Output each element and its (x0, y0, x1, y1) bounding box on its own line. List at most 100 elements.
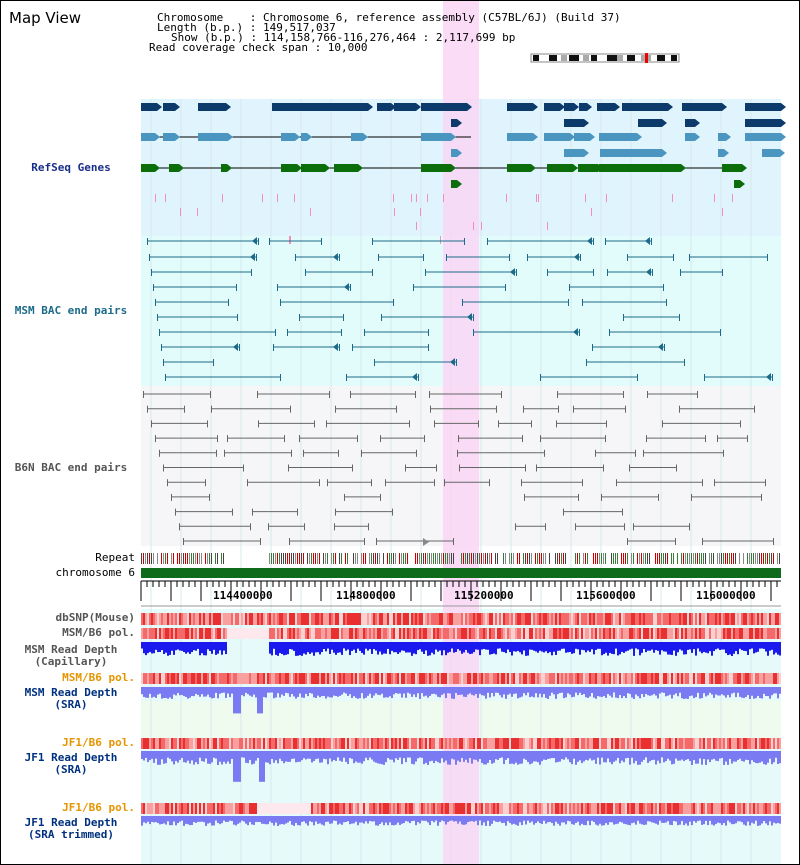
pol-cell (365, 673, 367, 684)
refseq-mark (180, 208, 181, 216)
msm-pol-track-label[interactable]: MSM/B6 pol. (62, 626, 135, 639)
pol-cell (745, 673, 747, 684)
jf1-sra-depth-label[interactable]: JF1 Read Depth (SRA) (24, 751, 118, 776)
pol-cell (281, 613, 283, 625)
pol-cell (285, 673, 287, 684)
read-depth-bar (143, 687, 145, 697)
pol-cell (295, 673, 297, 684)
pol-cell (189, 803, 191, 814)
read-depth-bar (495, 642, 497, 655)
read-depth-bar (247, 751, 249, 764)
chromosome-info: Chromosome : Chromosome 6, reference ass… (157, 11, 621, 24)
pol-cell (167, 738, 169, 749)
b6n-bac-end (765, 479, 766, 487)
read-depth-bar (313, 687, 315, 698)
pol-cell (743, 673, 745, 684)
read-depth-bar (659, 816, 661, 821)
pol-cell (691, 613, 693, 625)
repeat-mark (357, 553, 358, 564)
read-depth-bar (285, 687, 287, 693)
msm-bac-end (372, 269, 373, 276)
read-depth-bar (635, 642, 637, 649)
pol-cell (747, 803, 749, 814)
refseq-track-label[interactable]: RefSeq Genes (31, 161, 111, 174)
read-depth-bar (761, 642, 763, 649)
b6n-bac-end (603, 464, 604, 472)
msm-bac-end (155, 299, 156, 306)
repeat-mark (647, 553, 648, 564)
read-depth-bar (629, 751, 631, 765)
gene-exon (421, 103, 467, 111)
pol-cell (147, 803, 149, 814)
pol-cell (293, 628, 295, 639)
gene-exon (451, 119, 457, 127)
gene-arrow (155, 133, 160, 141)
read-depth-bar (407, 816, 409, 822)
b6n-bac-end (496, 405, 497, 413)
pol-cell (261, 738, 263, 749)
pol-cell (543, 803, 545, 814)
b6n-bac-track-label[interactable]: B6N BAC end pairs (14, 461, 128, 474)
read-depth-bar (555, 642, 557, 655)
read-depth-bar (499, 642, 501, 649)
pol-cell (513, 738, 515, 749)
pol-cell (293, 673, 295, 684)
pol-cell (475, 613, 477, 625)
pol-cell (627, 803, 629, 814)
read-depth-bar (533, 816, 535, 825)
pol-cell (337, 628, 339, 639)
read-depth-bar (407, 687, 409, 693)
msm-sra-depth-label[interactable]: MSM Read Depth (SRA) (24, 686, 118, 711)
gene-arrow (662, 149, 667, 157)
read-depth-bar (485, 642, 487, 650)
msm-bac-end (637, 374, 638, 381)
pol-cell (187, 803, 189, 814)
pol-cell (693, 628, 695, 639)
pol-cell (671, 628, 673, 639)
msm-sra-pol-label[interactable]: MSM/B6 pol. (62, 671, 135, 684)
read-depth-bar (637, 687, 639, 697)
pol-cell (757, 803, 759, 814)
pol-cell (389, 803, 391, 814)
pol-cell (767, 803, 769, 814)
pol-cell (167, 803, 169, 814)
msm-bac-track-label[interactable]: MSM BAC end pairs (14, 304, 128, 317)
read-depth-bar (633, 642, 635, 656)
pol-cell (767, 673, 769, 684)
read-depth-bar (547, 642, 549, 654)
repeat-mark (585, 553, 586, 564)
read-depth-bar (429, 751, 431, 762)
read-depth-bar (539, 751, 541, 765)
read-depth-bar (719, 687, 721, 696)
pol-cell (511, 628, 513, 639)
pol-cell (597, 738, 599, 749)
ideogram-band (657, 55, 665, 61)
repeat-mark (399, 553, 400, 564)
msm-capillary-depth-label[interactable]: MSM Read Depth (Capillary) (24, 643, 118, 668)
repeat-mark (639, 553, 640, 564)
pol-cell (141, 738, 143, 749)
pol-cell (417, 738, 419, 749)
pol-cell (151, 673, 153, 684)
pol-cell (455, 673, 457, 684)
pol-cell (577, 613, 579, 625)
repeat-mark (757, 553, 758, 564)
dbsnp-track-label[interactable]: dbSNP(Mouse) (55, 611, 135, 624)
jf1-trim-pol-label[interactable]: JF1/B6 pol. (62, 801, 135, 814)
pol-cell (747, 613, 749, 625)
jf1-trim-depth-label[interactable]: JF1 Read Depth (SRA trimmed) (24, 816, 118, 841)
read-depth-bar (699, 751, 701, 759)
repeat-mark (317, 553, 318, 564)
read-depth-bar (507, 642, 509, 650)
pol-cell (205, 613, 207, 625)
pol-cell (267, 613, 269, 625)
pol-cell (619, 673, 621, 684)
read-depth-bar (579, 751, 581, 761)
pol-cell (557, 738, 559, 749)
jf1-pol-label[interactable]: JF1/B6 pol. (62, 736, 135, 749)
pol-cell (755, 673, 757, 684)
pol-cell (177, 803, 179, 814)
read-depth-bar (489, 751, 491, 760)
